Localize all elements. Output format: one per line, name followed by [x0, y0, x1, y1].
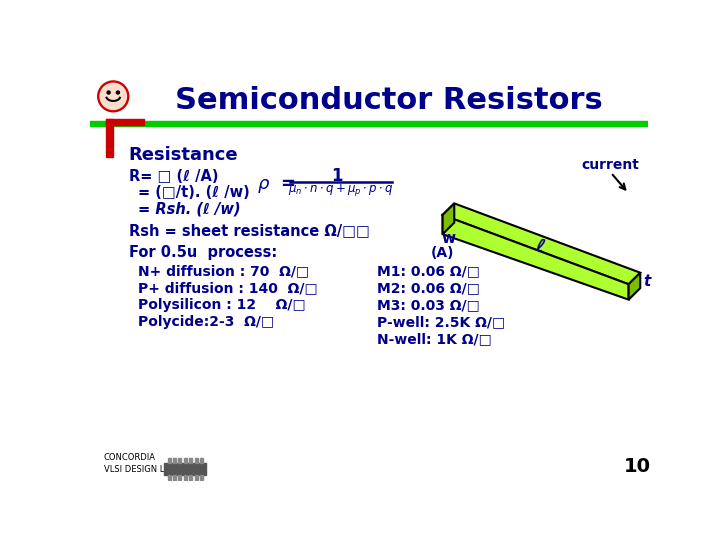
Text: t: t — [644, 274, 651, 289]
Bar — [194, 475, 198, 480]
Polygon shape — [443, 204, 454, 234]
Text: $\mu_n \cdot n \cdot q + \mu_p \cdot p \cdot q$: $\mu_n \cdot n \cdot q + \mu_p \cdot p \… — [289, 181, 394, 198]
Bar — [189, 458, 192, 463]
Bar — [184, 475, 187, 480]
Bar — [200, 458, 203, 463]
Text: Semiconductor Resistors: Semiconductor Resistors — [175, 86, 603, 116]
Text: = Rsh. (ℓ /w): = Rsh. (ℓ /w) — [138, 201, 240, 217]
Bar — [106, 119, 144, 125]
Polygon shape — [443, 215, 629, 300]
Bar — [168, 475, 171, 480]
Bar — [194, 458, 198, 463]
Circle shape — [117, 91, 120, 94]
Bar — [106, 119, 113, 157]
Bar — [90, 65, 648, 123]
Bar — [189, 475, 192, 480]
Bar — [173, 458, 176, 463]
Circle shape — [107, 91, 110, 94]
Circle shape — [98, 81, 129, 112]
Polygon shape — [443, 204, 640, 284]
Polygon shape — [629, 273, 640, 300]
Text: ℓ: ℓ — [533, 236, 546, 255]
Text: For 0.5u  process:: For 0.5u process: — [129, 245, 277, 260]
Bar — [200, 475, 203, 480]
Bar — [163, 463, 206, 475]
Text: Resistance: Resistance — [129, 146, 238, 164]
Bar — [184, 458, 187, 463]
Text: M2: 0.06 Ω/□: M2: 0.06 Ω/□ — [377, 281, 480, 295]
Text: M1: 0.06 Ω/□: M1: 0.06 Ω/□ — [377, 264, 480, 278]
Circle shape — [100, 83, 127, 110]
Text: N+ diffusion : 70  Ω/□: N+ diffusion : 70 Ω/□ — [138, 264, 309, 278]
Bar — [179, 475, 181, 480]
Text: 10: 10 — [624, 457, 651, 476]
Text: current: current — [582, 158, 640, 172]
Text: (A): (A) — [431, 246, 454, 260]
Bar — [90, 121, 648, 126]
Text: 1: 1 — [330, 167, 342, 185]
Text: N-well: 1K Ω/□: N-well: 1K Ω/□ — [377, 332, 492, 346]
Text: P+ diffusion : 140  Ω/□: P+ diffusion : 140 Ω/□ — [138, 281, 318, 295]
Bar — [179, 458, 181, 463]
Text: M3: 0.03 Ω/□: M3: 0.03 Ω/□ — [377, 298, 480, 312]
Text: w: w — [441, 231, 455, 246]
Bar — [168, 458, 171, 463]
Text: P-well: 2.5K Ω/□: P-well: 2.5K Ω/□ — [377, 315, 505, 329]
Text: Polycide:2-3  Ω/□: Polycide:2-3 Ω/□ — [138, 315, 274, 329]
Text: = (□/t). (ℓ /w): = (□/t). (ℓ /w) — [138, 185, 250, 200]
Text: $\rho$  =: $\rho$ = — [256, 178, 296, 195]
Text: R= □ (ℓ /A): R= □ (ℓ /A) — [129, 169, 218, 184]
Text: Rsh = sheet resistance Ω/□□: Rsh = sheet resistance Ω/□□ — [129, 223, 369, 238]
Text: Polysilicon : 12    Ω/□: Polysilicon : 12 Ω/□ — [138, 298, 306, 312]
Text: CONCORDIA
VLSI DESIGN LAB: CONCORDIA VLSI DESIGN LAB — [104, 453, 176, 474]
Bar — [173, 475, 176, 480]
